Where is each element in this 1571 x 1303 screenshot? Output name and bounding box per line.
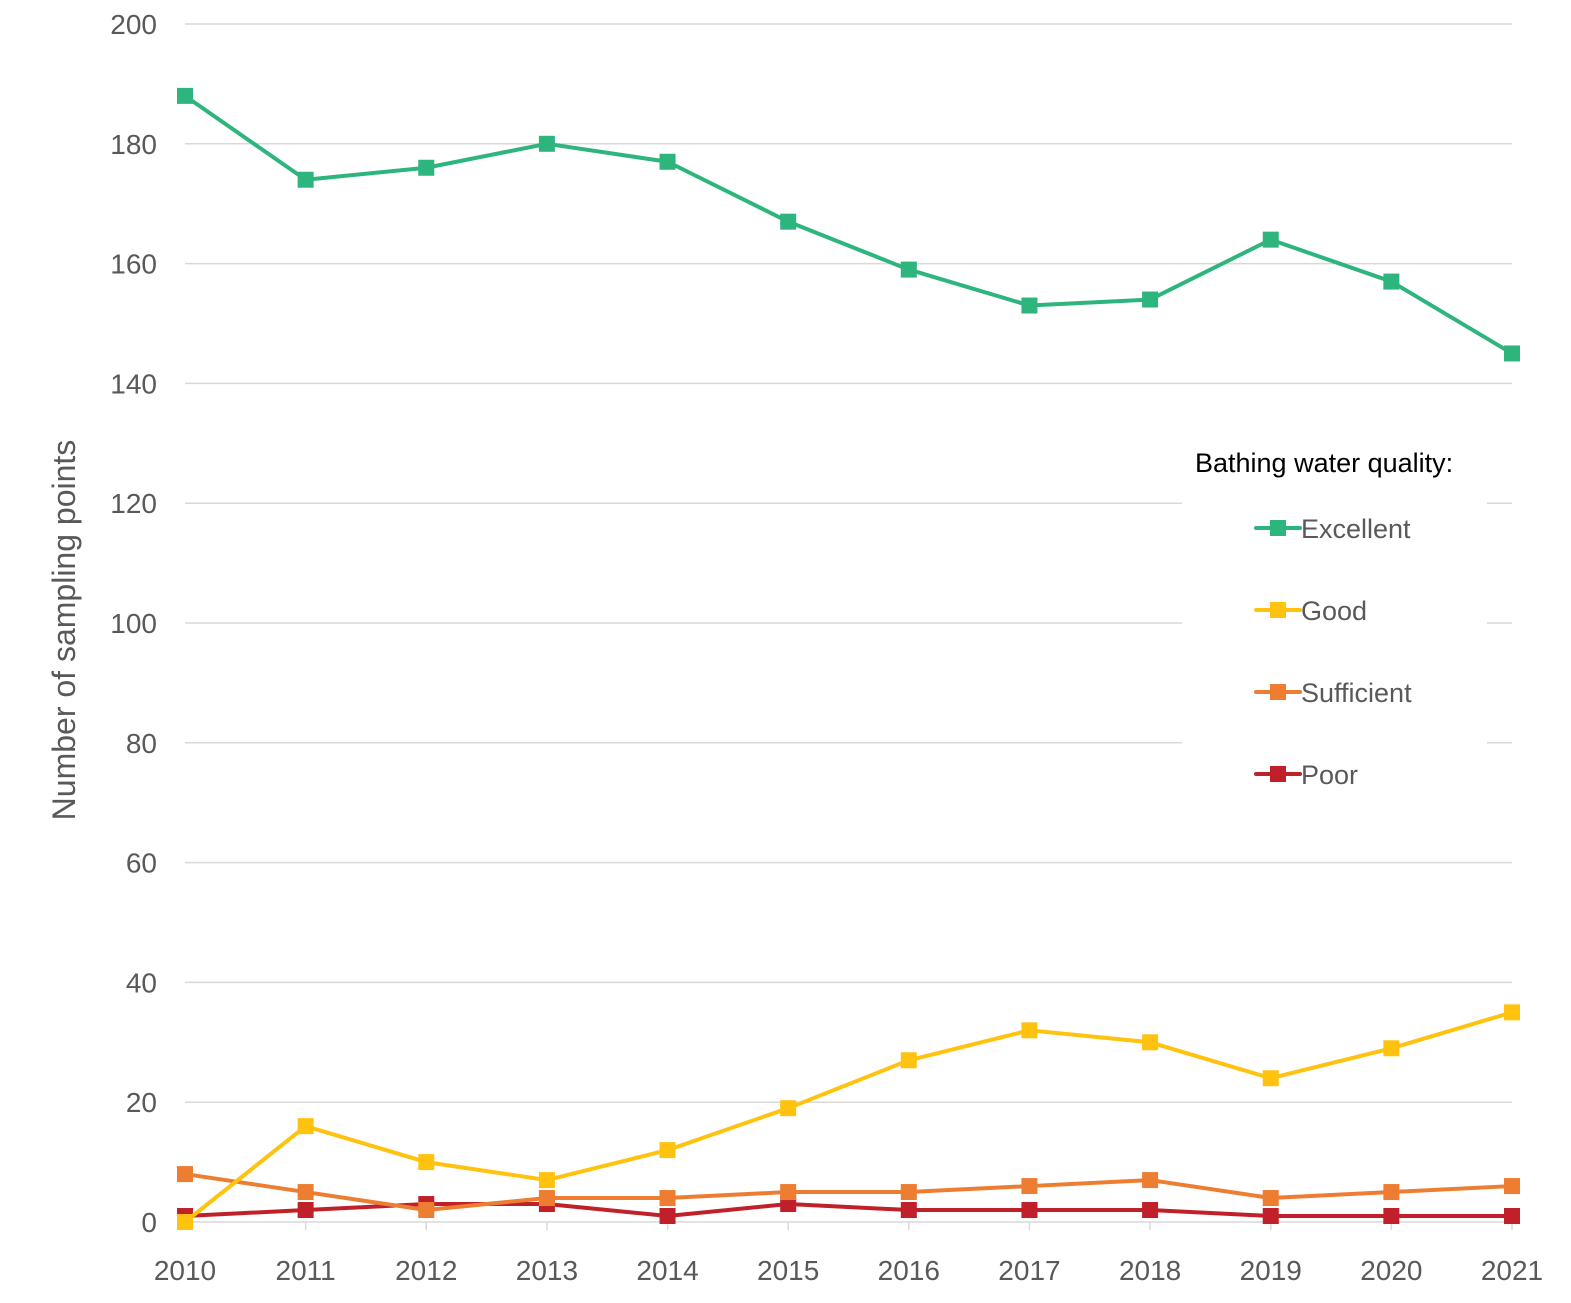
data-point-poor-2019: [1262, 1208, 1279, 1225]
y-tick-label: 80: [126, 728, 157, 759]
y-tick-label: 120: [110, 488, 157, 519]
data-point-excellent-2013: [538, 135, 555, 152]
legend-background: [1182, 440, 1487, 810]
data-point-poor-2018: [1142, 1202, 1159, 1219]
series-line-excellent: [183, 94, 1514, 356]
data-point-sufficient-2010: [177, 1166, 193, 1183]
y-tick-label: 200: [110, 9, 157, 40]
y-tick-label: 140: [110, 368, 157, 399]
legend-item-excellent: Excellent: [1254, 514, 1411, 544]
legend-label: Good: [1301, 596, 1367, 626]
legend-marker-icon: [1270, 766, 1286, 782]
data-point-sufficient-2021: [1504, 1178, 1520, 1195]
data-point-poor-2020: [1383, 1208, 1400, 1225]
x-axis-ticks: 2010 2011 2012 2013 2014 2015 2016 2017 2018 2019…: [154, 1222, 1543, 1286]
data-point-excellent-2021: [1504, 345, 1520, 362]
legend: Bathing water quality: Excellent Good Suff…: [1195, 448, 1453, 790]
x-tick-label: 2011: [276, 1255, 336, 1286]
x-tick-label: 2012: [395, 1255, 457, 1286]
data-point-good-2010: [177, 1214, 193, 1230]
data-point-sufficient-2014: [659, 1190, 676, 1207]
data-point-sufficient-2013: [538, 1190, 555, 1207]
legend-label: Poor: [1301, 760, 1358, 790]
x-tick-label: 2015: [757, 1255, 819, 1286]
data-point-excellent-2014: [659, 153, 676, 170]
data-point-sufficient-2012: [418, 1202, 435, 1219]
x-tick-label: 2019: [1240, 1255, 1302, 1286]
y-tick-label: 20: [126, 1087, 157, 1118]
x-tick-label: 2020: [1360, 1255, 1422, 1286]
data-point-sufficient-2019: [1262, 1190, 1279, 1207]
legend-marker-icon: [1270, 684, 1286, 700]
data-point-poor-2021: [1504, 1208, 1520, 1225]
legend-label: Sufficient: [1301, 678, 1412, 708]
y-axis-label: Number of sampling points: [46, 440, 82, 821]
data-point-excellent-2010: [177, 87, 193, 104]
legend-marker-icon: [1270, 602, 1286, 618]
data-point-good-2020: [1383, 1040, 1400, 1057]
data-point-excellent-2015: [780, 213, 797, 230]
y-axis-ticks: 0 20 40 60 80 100 120 140 160 180 200: [110, 9, 157, 1238]
data-point-good-2015: [780, 1100, 797, 1117]
x-tick-label: 2018: [1119, 1255, 1181, 1286]
data-point-excellent-2017: [1021, 297, 1038, 314]
data-point-excellent-2016: [900, 261, 917, 278]
x-tick-label: 2021: [1481, 1255, 1543, 1286]
data-point-excellent-2019: [1262, 231, 1279, 248]
data-point-sufficient-2017: [1021, 1178, 1038, 1195]
legend-item-sufficient: Sufficient: [1254, 678, 1412, 708]
series-line-poor: [184, 1202, 1512, 1219]
data-point-sufficient-2016: [900, 1184, 917, 1201]
legend-item-poor: Poor: [1254, 760, 1358, 790]
data-point-good-2019: [1262, 1070, 1279, 1087]
legend-title: Bathing water quality:: [1195, 448, 1453, 478]
data-point-excellent-2018: [1142, 291, 1159, 308]
data-point-good-2018: [1142, 1034, 1159, 1051]
data-point-poor-2011: [297, 1202, 314, 1219]
data-point-good-2014: [659, 1142, 676, 1159]
y-tick-label: 100: [110, 608, 157, 639]
x-tick-label: 2013: [516, 1255, 578, 1286]
x-tick-label: 2014: [636, 1255, 698, 1286]
data-point-good-2011: [297, 1118, 314, 1135]
y-tick-label: 160: [110, 249, 157, 280]
data-point-excellent-2020: [1383, 273, 1400, 290]
data-point-poor-2017: [1021, 1202, 1038, 1219]
data-point-sufficient-2011: [297, 1184, 314, 1201]
data-point-sufficient-2020: [1383, 1184, 1400, 1201]
x-tick-label: 2016: [878, 1255, 940, 1286]
legend-item-good: Good: [1254, 596, 1367, 626]
gridlines: [185, 23, 1512, 1223]
data-point-excellent-2011: [297, 171, 314, 188]
data-point-poor-2014: [659, 1208, 676, 1225]
series-line-sufficient: [184, 1172, 1513, 1213]
y-tick-label: 180: [110, 129, 157, 160]
data-point-excellent-2012: [418, 159, 435, 176]
y-tick-label: 60: [126, 848, 157, 879]
series-sufficient: [177, 1166, 1520, 1219]
series-line-good: [183, 1010, 1513, 1224]
data-point-good-2016: [900, 1052, 917, 1069]
series-group: [177, 87, 1520, 1230]
x-tick-label: 2010: [154, 1255, 216, 1286]
y-tick-label: 40: [126, 967, 157, 998]
series-excellent: [177, 87, 1520, 362]
series-poor: [177, 1196, 1520, 1225]
data-point-good-2021: [1504, 1004, 1520, 1021]
data-point-sufficient-2015: [780, 1184, 797, 1201]
data-point-sufficient-2018: [1142, 1172, 1159, 1189]
y-tick-label: 0: [141, 1207, 157, 1238]
data-point-good-2013: [538, 1172, 555, 1189]
data-point-good-2012: [418, 1154, 435, 1171]
data-point-good-2017: [1021, 1022, 1038, 1039]
series-good: [177, 1004, 1520, 1230]
x-tick-label: 2017: [998, 1255, 1060, 1286]
legend-marker-icon: [1270, 520, 1286, 536]
data-point-poor-2016: [900, 1202, 917, 1219]
legend-label: Excellent: [1301, 514, 1411, 544]
